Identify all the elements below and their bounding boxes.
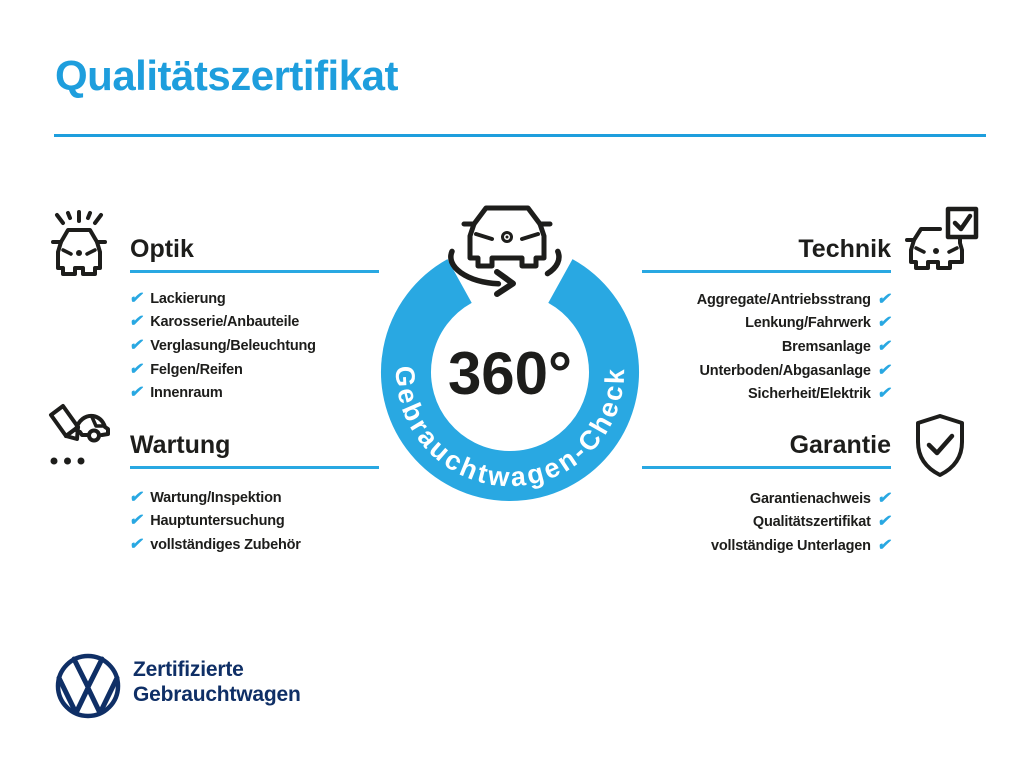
item-label: vollständiges Zubehör	[150, 536, 301, 553]
check-icon: ✔	[876, 290, 893, 308]
checklist-item: ✔ Innenraum	[128, 381, 316, 405]
checklist-item: ✔ vollständiges Zubehör	[128, 533, 301, 557]
checklist-item: ✔ Wartung/Inspektion	[128, 486, 301, 510]
check-icon: ✔	[876, 513, 893, 531]
check-icon: ✔	[876, 536, 893, 554]
item-label: Lackierung	[150, 290, 226, 307]
section-title-wartung: Wartung	[130, 430, 379, 469]
item-label: Verglasung/Beleuchtung	[150, 337, 316, 354]
check-icon: ✔	[128, 384, 146, 402]
shield-check-icon	[916, 414, 964, 477]
check-icon: ✔	[876, 489, 893, 507]
checklist-item: Lenkung/Fahrwerk ✔	[600, 312, 893, 336]
checklist-item: vollständige Unterlagen ✔	[600, 534, 893, 558]
checklist-item: ✔ Lackierung	[128, 287, 316, 311]
checklist-item: Garantienachweis ✔	[600, 487, 893, 511]
check-icon: ✔	[128, 336, 146, 354]
page-title: Qualitätszertifikat	[55, 52, 398, 99]
section-title-garantie: Garantie	[642, 430, 891, 469]
footer-claim-line1: Zertifizierte	[133, 658, 244, 681]
pencil-car-icon	[49, 404, 110, 465]
check-icon: ✔	[128, 535, 146, 553]
section-title-technik: Technik	[642, 234, 891, 273]
badge-ring	[381, 259, 639, 501]
check-icon: ✔	[128, 289, 146, 307]
check-icon: ✔	[876, 385, 893, 403]
checklist-item: Qualitätszertifikat ✔	[600, 511, 893, 535]
item-label: Unterboden/Abgasanlage	[699, 362, 871, 379]
item-label: Lenkung/Fahrwerk	[745, 315, 871, 332]
wartung-checklist: ✔ Wartung/Inspektion ✔ Hauptuntersuchung ✔…	[128, 486, 301, 557]
footer-claim: Zertifizierte Gebrauchtwagen	[133, 657, 301, 707]
item-label: Felgen/Reifen	[150, 361, 243, 378]
badge-degree-label: 360°	[448, 340, 572, 407]
technik-checklist: Aggregate/Antriebsstrang ✔ Lenkung/Fahrwe…	[600, 288, 893, 406]
check-icon: ✔	[128, 488, 146, 506]
360-badge: 360° Gebrauchtwagen-Check	[381, 205, 639, 501]
checklist-item: ✔ Felgen/Reifen	[128, 358, 316, 382]
check-icon: ✔	[128, 512, 146, 530]
item-label: Qualitätszertifikat	[752, 514, 871, 531]
item-label: Bremsanlage	[781, 338, 871, 355]
section-title-optik: Optik	[130, 234, 379, 273]
check-icon: ✔	[876, 337, 893, 355]
item-label: vollständige Unterlagen	[711, 537, 871, 554]
item-label: Hauptuntersuchung	[150, 513, 285, 530]
car-checkbox-icon	[905, 206, 979, 270]
garantie-checklist: Garantienachweis ✔ Qualitätszertifikat ✔ v…	[600, 487, 893, 558]
check-icon: ✔	[128, 360, 146, 378]
item-label: Garantienachweis	[749, 490, 871, 507]
item-label: Sicherheit/Elektrik	[748, 386, 871, 403]
check-icon: ✔	[876, 361, 893, 379]
check-icon: ✔	[876, 314, 893, 332]
checklist-item: ✔ Verglasung/Beleuchtung	[128, 334, 316, 358]
car-front-rotation-icon	[448, 205, 562, 297]
item-label: Aggregate/Antriebsstrang	[696, 291, 871, 308]
car-shine-icon	[51, 210, 107, 276]
checklist-item: ✔ Karosserie/Anbauteile	[128, 311, 316, 335]
item-label: Wartung/Inspektion	[150, 489, 282, 506]
item-label: Innenraum	[150, 385, 223, 402]
checklist-item: ✔ Hauptuntersuchung	[128, 510, 301, 534]
checklist-item: Aggregate/Antriebsstrang ✔	[600, 288, 893, 312]
checklist-item: Sicherheit/Elektrik ✔	[600, 382, 893, 406]
checklist-item: Bremsanlage ✔	[600, 335, 893, 359]
optik-checklist: ✔ Lackierung ✔ Karosserie/Anbauteile ✔ Verg…	[128, 287, 316, 405]
vw-logo	[55, 653, 121, 719]
title-divider	[54, 134, 986, 137]
check-icon: ✔	[128, 313, 146, 331]
item-label: Karosserie/Anbauteile	[150, 314, 300, 331]
checklist-item: Unterboden/Abgasanlage ✔	[600, 359, 893, 383]
footer-claim-line2: Gebrauchtwagen	[133, 683, 301, 706]
